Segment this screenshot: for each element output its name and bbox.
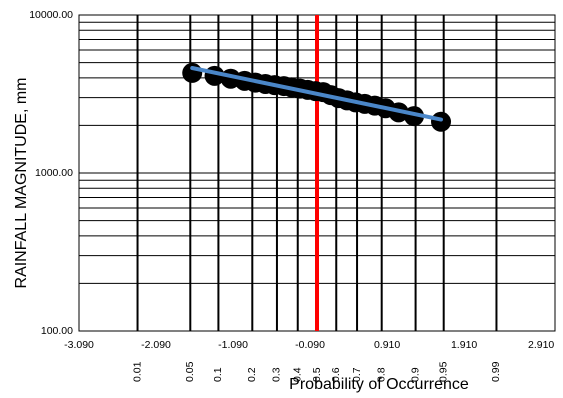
probability-label: 0.95: [437, 361, 449, 382]
y-tick-label: 1000.00: [35, 167, 73, 179]
probability-label: 0.1: [212, 367, 224, 382]
x-tick-label: -1.090: [218, 339, 248, 351]
trend-line: [190, 65, 444, 122]
x-tick-label: -2.090: [141, 339, 171, 351]
probability-label: 0.7: [351, 367, 363, 382]
probability-label: 0.05: [184, 361, 196, 382]
probability-label: 0.6: [330, 367, 342, 382]
probability-label: 0.01: [131, 361, 143, 382]
x-tick-label: 0.910: [374, 339, 400, 351]
probability-label: 0.99: [490, 361, 502, 382]
x-tick-label: 1.910: [451, 339, 477, 351]
x-axis-tick-labels: -3.090 -2.090 -1.090 -0.090 0.910 1.910 2.910: [64, 339, 554, 351]
probability-label: 0.9: [409, 367, 421, 382]
y-tick-label: 10000.00: [29, 9, 73, 21]
data-point: [182, 62, 203, 83]
x-tick-label: 2.910: [528, 339, 554, 351]
data-point: [431, 111, 452, 132]
y-axis-title: RAINFALL MAGNITUDE, mm: [13, 78, 30, 289]
y-axis-tick-labels: 100.00 1000.00 10000.00: [29, 9, 73, 337]
y-tick-label: 100.00: [41, 325, 73, 337]
probability-label: 0.2: [246, 367, 258, 382]
probability-tick-labels: 0.01 0.05 0.1 0.2 0.3 0.4 0.5 0.6 0.7 0.8 0.9 0.95 0…: [131, 361, 502, 382]
x-tick-label: -3.090: [64, 339, 94, 351]
probability-label: 0.8: [375, 367, 387, 382]
probability-label: 0.5: [311, 367, 323, 382]
probability-label: 0.4: [292, 367, 304, 382]
x-axis-title: Probability of Occurrence: [289, 376, 469, 393]
probability-label: 0.3: [271, 367, 283, 382]
x-tick-label: -0.090: [295, 339, 325, 351]
